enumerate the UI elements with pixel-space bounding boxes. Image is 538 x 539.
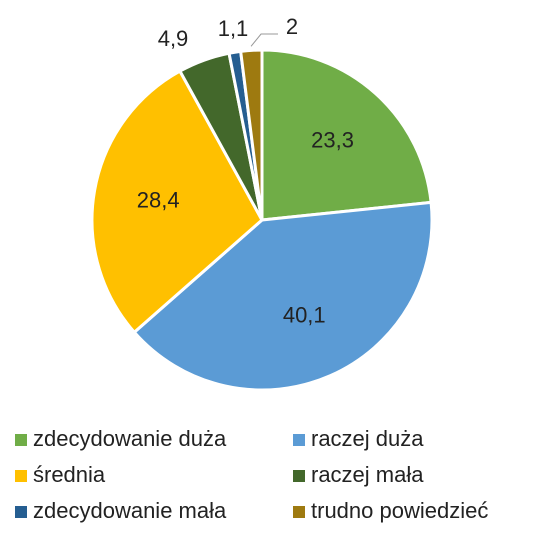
legend-swatch bbox=[293, 470, 305, 482]
pie-slice bbox=[260, 48, 433, 222]
data-label: 2 bbox=[286, 14, 298, 39]
data-label: 1,1 bbox=[218, 16, 249, 41]
data-label: 40,1 bbox=[283, 302, 326, 327]
data-label: 28,4 bbox=[137, 188, 180, 213]
legend-label: raczej duża bbox=[311, 426, 424, 451]
pie-slice bbox=[132, 200, 434, 392]
legend-label: trudno powiedzieć bbox=[311, 498, 488, 523]
data-label: 23,3 bbox=[311, 128, 354, 153]
pie-slice bbox=[90, 69, 264, 335]
legend-label: średnia bbox=[33, 462, 106, 487]
leader-line bbox=[250, 33, 278, 47]
pie-slice bbox=[238, 48, 264, 221]
legend-swatch bbox=[15, 470, 27, 482]
legend-label: zdecydowanie mała bbox=[33, 498, 227, 523]
legend-swatch bbox=[15, 434, 27, 446]
legend-label: zdecydowanie duża bbox=[33, 426, 227, 451]
legend-swatch bbox=[15, 506, 27, 518]
legend-swatch bbox=[293, 506, 305, 518]
legend-swatch bbox=[293, 434, 305, 446]
data-label: 4,9 bbox=[158, 26, 189, 51]
legend-label: raczej mała bbox=[311, 462, 424, 487]
